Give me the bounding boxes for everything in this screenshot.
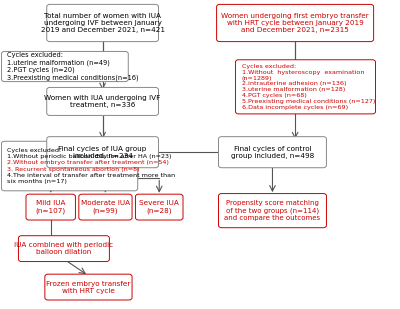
FancyBboxPatch shape xyxy=(216,4,374,42)
Text: six months (n=17): six months (n=17) xyxy=(8,179,67,184)
Text: Frozen embryo transfer
with HRT cycle: Frozen embryo transfer with HRT cycle xyxy=(46,281,131,294)
Text: Severe IUA
(n=28): Severe IUA (n=28) xyxy=(139,200,179,214)
Text: Cycles excluded:
1.Without  hysteroscopy  examination
(n=1289)
2.intrauterine ad: Cycles excluded: 1.Without hysteroscopy … xyxy=(242,64,375,110)
Text: Total number of women with IUA
undergoing IVF between January
2019 and December : Total number of women with IUA undergoin… xyxy=(41,13,165,33)
FancyBboxPatch shape xyxy=(2,52,128,82)
Text: Cycles excluded:: Cycles excluded: xyxy=(8,148,62,153)
FancyBboxPatch shape xyxy=(47,87,158,116)
FancyBboxPatch shape xyxy=(47,4,158,42)
Text: IUA combined with periodic
balloon dilation: IUA combined with periodic balloon dilat… xyxy=(14,242,114,255)
FancyBboxPatch shape xyxy=(218,193,326,228)
FancyBboxPatch shape xyxy=(2,141,138,191)
Text: Cycles excluded:
1.uterine malformation (n=49)
2.PGT cycles (n=20)
3.Preexisting: Cycles excluded: 1.uterine malformation … xyxy=(8,52,139,81)
Text: Propensity score matching
of the two groups (n=114)
and compare the outcomes: Propensity score matching of the two gro… xyxy=(224,201,320,221)
FancyBboxPatch shape xyxy=(136,194,183,220)
Text: 4.The interval of transfer after treatment more than: 4.The interval of transfer after treatme… xyxy=(8,173,176,178)
FancyBboxPatch shape xyxy=(47,137,158,168)
FancyBboxPatch shape xyxy=(45,274,132,300)
Text: 1.Without periodic balloon dilation after HA (n=23): 1.Without periodic balloon dilation afte… xyxy=(8,154,172,159)
Text: Women with IUA undergoing IVF
treatment, n=336: Women with IUA undergoing IVF treatment,… xyxy=(44,95,161,108)
Text: Moderate IUA
(n=99): Moderate IUA (n=99) xyxy=(81,200,130,214)
FancyBboxPatch shape xyxy=(236,60,376,114)
FancyBboxPatch shape xyxy=(218,137,326,168)
Text: 3. Recurrent spontaneous abortion (n=8): 3. Recurrent spontaneous abortion (n=8) xyxy=(8,167,140,171)
FancyBboxPatch shape xyxy=(26,194,76,220)
FancyBboxPatch shape xyxy=(18,236,110,261)
Text: 2.Without embryo transfer after treatment (n=54): 2.Without embryo transfer after treatmen… xyxy=(8,160,169,165)
FancyBboxPatch shape xyxy=(79,194,132,220)
Text: Final cycles of IUA group
included, n=234: Final cycles of IUA group included, n=23… xyxy=(58,146,147,159)
Text: Mild IUA
(n=107): Mild IUA (n=107) xyxy=(36,200,66,214)
Text: Final cycles of control
group included, n=498: Final cycles of control group included, … xyxy=(231,146,314,159)
Text: Women undergoing first embryo transfer
with HRT cycle between January 2019
and D: Women undergoing first embryo transfer w… xyxy=(221,13,369,33)
